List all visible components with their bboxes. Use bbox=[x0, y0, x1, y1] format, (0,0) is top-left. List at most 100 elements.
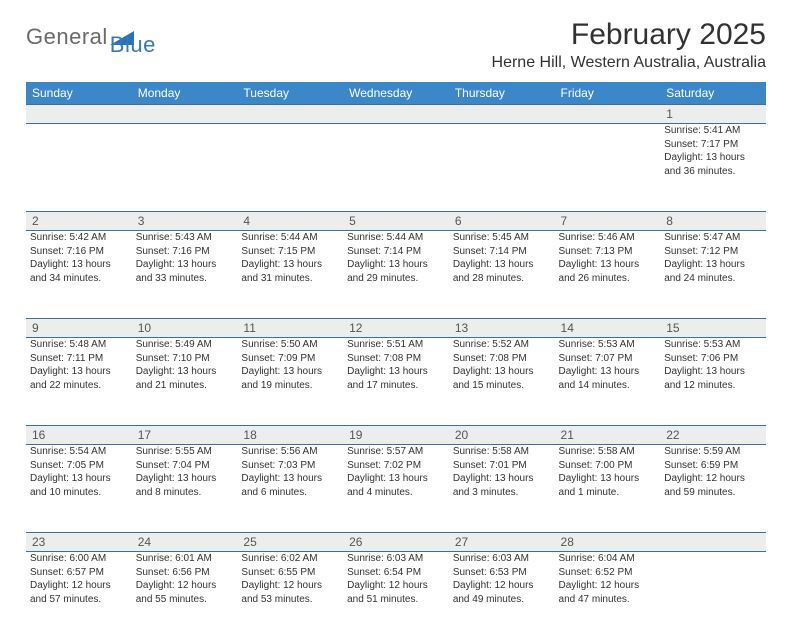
day-day2: and 14 minutes. bbox=[559, 379, 657, 393]
day-cell: Sunrise: 5:41 AMSunset: 7:17 PMDaylight:… bbox=[660, 124, 766, 212]
day-day1: Daylight: 13 hours bbox=[30, 258, 128, 272]
title-block: February 2025 Herne Hill, Western Austra… bbox=[492, 18, 766, 72]
day-cell: Sunrise: 5:44 AMSunset: 7:14 PMDaylight:… bbox=[343, 231, 449, 319]
weekday-header: Thursday bbox=[449, 82, 555, 105]
day-cell: Sunrise: 5:49 AMSunset: 7:10 PMDaylight:… bbox=[132, 338, 238, 426]
day-day2: and 22 minutes. bbox=[30, 379, 128, 393]
day-cell: Sunrise: 5:48 AMSunset: 7:11 PMDaylight:… bbox=[26, 338, 132, 426]
day-sunrise: Sunrise: 5:51 AM bbox=[347, 338, 445, 352]
day-day1: Daylight: 13 hours bbox=[347, 472, 445, 486]
day-day2: and 36 minutes. bbox=[664, 165, 762, 179]
day-number: 15 bbox=[660, 319, 766, 338]
day-cell: Sunrise: 5:57 AMSunset: 7:02 PMDaylight:… bbox=[343, 445, 449, 533]
day-number: 9 bbox=[26, 319, 132, 338]
day-number: 1 bbox=[660, 105, 766, 124]
day-cell: Sunrise: 5:45 AMSunset: 7:14 PMDaylight:… bbox=[449, 231, 555, 319]
day-number: 7 bbox=[555, 212, 661, 231]
day-sunset: Sunset: 7:08 PM bbox=[453, 352, 551, 366]
day-cell bbox=[660, 552, 766, 640]
day-cell: Sunrise: 6:04 AMSunset: 6:52 PMDaylight:… bbox=[555, 552, 661, 640]
day-number: 18 bbox=[237, 426, 343, 445]
week-row: Sunrise: 5:54 AMSunset: 7:05 PMDaylight:… bbox=[26, 445, 766, 533]
day-cell: Sunrise: 5:59 AMSunset: 6:59 PMDaylight:… bbox=[660, 445, 766, 533]
weekday-header: Tuesday bbox=[237, 82, 343, 105]
day-cell: Sunrise: 6:03 AMSunset: 6:54 PMDaylight:… bbox=[343, 552, 449, 640]
day-sunset: Sunset: 7:12 PM bbox=[664, 245, 762, 259]
day-day1: Daylight: 13 hours bbox=[559, 258, 657, 272]
day-cell: Sunrise: 6:03 AMSunset: 6:53 PMDaylight:… bbox=[449, 552, 555, 640]
day-sunset: Sunset: 7:15 PM bbox=[241, 245, 339, 259]
day-number-row: 1 bbox=[26, 105, 766, 124]
day-sunrise: Sunrise: 5:58 AM bbox=[559, 445, 657, 459]
day-number-row: 16171819202122 bbox=[26, 426, 766, 445]
day-cell bbox=[449, 124, 555, 212]
day-day2: and 17 minutes. bbox=[347, 379, 445, 393]
day-sunrise: Sunrise: 5:49 AM bbox=[136, 338, 234, 352]
day-sunset: Sunset: 6:52 PM bbox=[559, 566, 657, 580]
day-number: 13 bbox=[449, 319, 555, 338]
day-sunrise: Sunrise: 5:50 AM bbox=[241, 338, 339, 352]
day-sunrise: Sunrise: 6:03 AM bbox=[453, 552, 551, 566]
day-number: 17 bbox=[132, 426, 238, 445]
day-day2: and 57 minutes. bbox=[30, 593, 128, 607]
day-number bbox=[237, 105, 343, 124]
day-cell: Sunrise: 5:54 AMSunset: 7:05 PMDaylight:… bbox=[26, 445, 132, 533]
day-day2: and 1 minute. bbox=[559, 486, 657, 500]
day-cell: Sunrise: 5:52 AMSunset: 7:08 PMDaylight:… bbox=[449, 338, 555, 426]
day-sunset: Sunset: 7:09 PM bbox=[241, 352, 339, 366]
day-day2: and 53 minutes. bbox=[241, 593, 339, 607]
day-sunrise: Sunrise: 5:57 AM bbox=[347, 445, 445, 459]
day-sunset: Sunset: 6:57 PM bbox=[30, 566, 128, 580]
day-day1: Daylight: 13 hours bbox=[241, 258, 339, 272]
day-number bbox=[449, 105, 555, 124]
brand-triangle-icon: Blue bbox=[108, 29, 156, 45]
day-day2: and 31 minutes. bbox=[241, 272, 339, 286]
calendar-page: General Blue February 2025 Herne Hill, W… bbox=[0, 0, 792, 612]
day-cell bbox=[26, 124, 132, 212]
day-number bbox=[660, 533, 766, 552]
day-day1: Daylight: 13 hours bbox=[241, 365, 339, 379]
month-title: February 2025 bbox=[492, 18, 766, 52]
day-number: 26 bbox=[343, 533, 449, 552]
day-cell: Sunrise: 5:50 AMSunset: 7:09 PMDaylight:… bbox=[237, 338, 343, 426]
day-number: 20 bbox=[449, 426, 555, 445]
day-sunrise: Sunrise: 6:04 AM bbox=[559, 552, 657, 566]
day-sunset: Sunset: 7:14 PM bbox=[453, 245, 551, 259]
day-day1: Daylight: 12 hours bbox=[136, 579, 234, 593]
day-number bbox=[343, 105, 449, 124]
calendar-table: Sunday Monday Tuesday Wednesday Thursday… bbox=[26, 82, 766, 640]
day-sunset: Sunset: 7:16 PM bbox=[30, 245, 128, 259]
day-day2: and 59 minutes. bbox=[664, 486, 762, 500]
week-row: Sunrise: 6:00 AMSunset: 6:57 PM Daylight:… bbox=[26, 552, 766, 640]
day-number: 8 bbox=[660, 212, 766, 231]
day-cell: Sunrise: 6:02 AMSunset: 6:55 PMDaylight:… bbox=[237, 552, 343, 640]
weekday-header: Monday bbox=[132, 82, 238, 105]
day-number: 19 bbox=[343, 426, 449, 445]
day-sunset: Sunset: 7:13 PM bbox=[559, 245, 657, 259]
day-cell bbox=[237, 124, 343, 212]
day-cell: Sunrise: 5:58 AMSunset: 7:01 PMDaylight:… bbox=[449, 445, 555, 533]
day-day1: Daylight: 13 hours bbox=[136, 472, 234, 486]
day-day1: Daylight: 13 hours bbox=[241, 472, 339, 486]
day-sunrise: Sunrise: 5:46 AM bbox=[559, 231, 657, 245]
day-number: 28 bbox=[555, 533, 661, 552]
day-day1: Daylight: 13 hours bbox=[559, 472, 657, 486]
day-sunrise: Sunrise: 6:00 AM bbox=[30, 552, 128, 566]
day-sunset: Sunset: 6:56 PM bbox=[136, 566, 234, 580]
day-cell: Sunrise: 5:44 AMSunset: 7:15 PMDaylight:… bbox=[237, 231, 343, 319]
day-day1: Daylight: 13 hours bbox=[664, 151, 762, 165]
day-day1: Daylight: 13 hours bbox=[664, 258, 762, 272]
weekday-header-row: Sunday Monday Tuesday Wednesday Thursday… bbox=[26, 82, 766, 105]
day-day2: and 29 minutes. bbox=[347, 272, 445, 286]
day-sunrise: Sunrise: 5:41 AM bbox=[664, 124, 762, 138]
day-cell: Sunrise: 5:58 AMSunset: 7:00 PMDaylight:… bbox=[555, 445, 661, 533]
day-day1: Daylight: 13 hours bbox=[347, 258, 445, 272]
day-number: 24 bbox=[132, 533, 238, 552]
day-sunset: Sunset: 7:02 PM bbox=[347, 459, 445, 473]
day-cell: Sunrise: 6:01 AMSunset: 6:56 PMDaylight:… bbox=[132, 552, 238, 640]
day-sunrise: Sunrise: 5:47 AM bbox=[664, 231, 762, 245]
day-sunrise: Sunrise: 5:45 AM bbox=[453, 231, 551, 245]
day-day1: Daylight: 13 hours bbox=[347, 365, 445, 379]
day-day1: Daylight: 13 hours bbox=[136, 258, 234, 272]
day-number: 3 bbox=[132, 212, 238, 231]
